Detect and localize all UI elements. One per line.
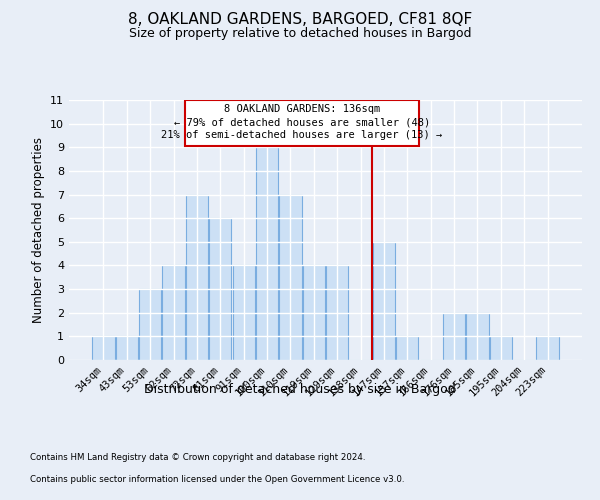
Bar: [163, 266, 185, 360]
Bar: [139, 289, 161, 360]
Text: 8, OAKLAND GARDENS, BARGOED, CF81 8QF: 8, OAKLAND GARDENS, BARGOED, CF81 8QF: [128, 12, 472, 28]
Bar: [303, 266, 325, 360]
Text: 21% of semi-detached houses are larger (13) →: 21% of semi-detached houses are larger (…: [161, 130, 443, 140]
Text: Size of property relative to detached houses in Bargod: Size of property relative to detached ho…: [129, 28, 471, 40]
Bar: [209, 218, 232, 360]
Text: 8 OAKLAND GARDENS: 136sqm: 8 OAKLAND GARDENS: 136sqm: [224, 104, 380, 115]
Bar: [256, 148, 278, 360]
Bar: [280, 194, 302, 360]
Bar: [233, 266, 255, 360]
Bar: [536, 336, 559, 360]
Bar: [490, 336, 512, 360]
Bar: [92, 336, 115, 360]
Y-axis label: Number of detached properties: Number of detached properties: [32, 137, 44, 323]
Bar: [186, 194, 208, 360]
Text: Distribution of detached houses by size in Bargod: Distribution of detached houses by size …: [144, 382, 456, 396]
Bar: [396, 336, 418, 360]
Text: Contains public sector information licensed under the Open Government Licence v3: Contains public sector information licen…: [30, 475, 404, 484]
FancyBboxPatch shape: [185, 100, 419, 146]
Bar: [443, 312, 465, 360]
Bar: [466, 312, 488, 360]
Bar: [326, 266, 348, 360]
Text: ← 79% of detached houses are smaller (48): ← 79% of detached houses are smaller (48…: [174, 118, 430, 128]
Bar: [373, 242, 395, 360]
Bar: [116, 336, 138, 360]
Text: Contains HM Land Registry data © Crown copyright and database right 2024.: Contains HM Land Registry data © Crown c…: [30, 454, 365, 462]
